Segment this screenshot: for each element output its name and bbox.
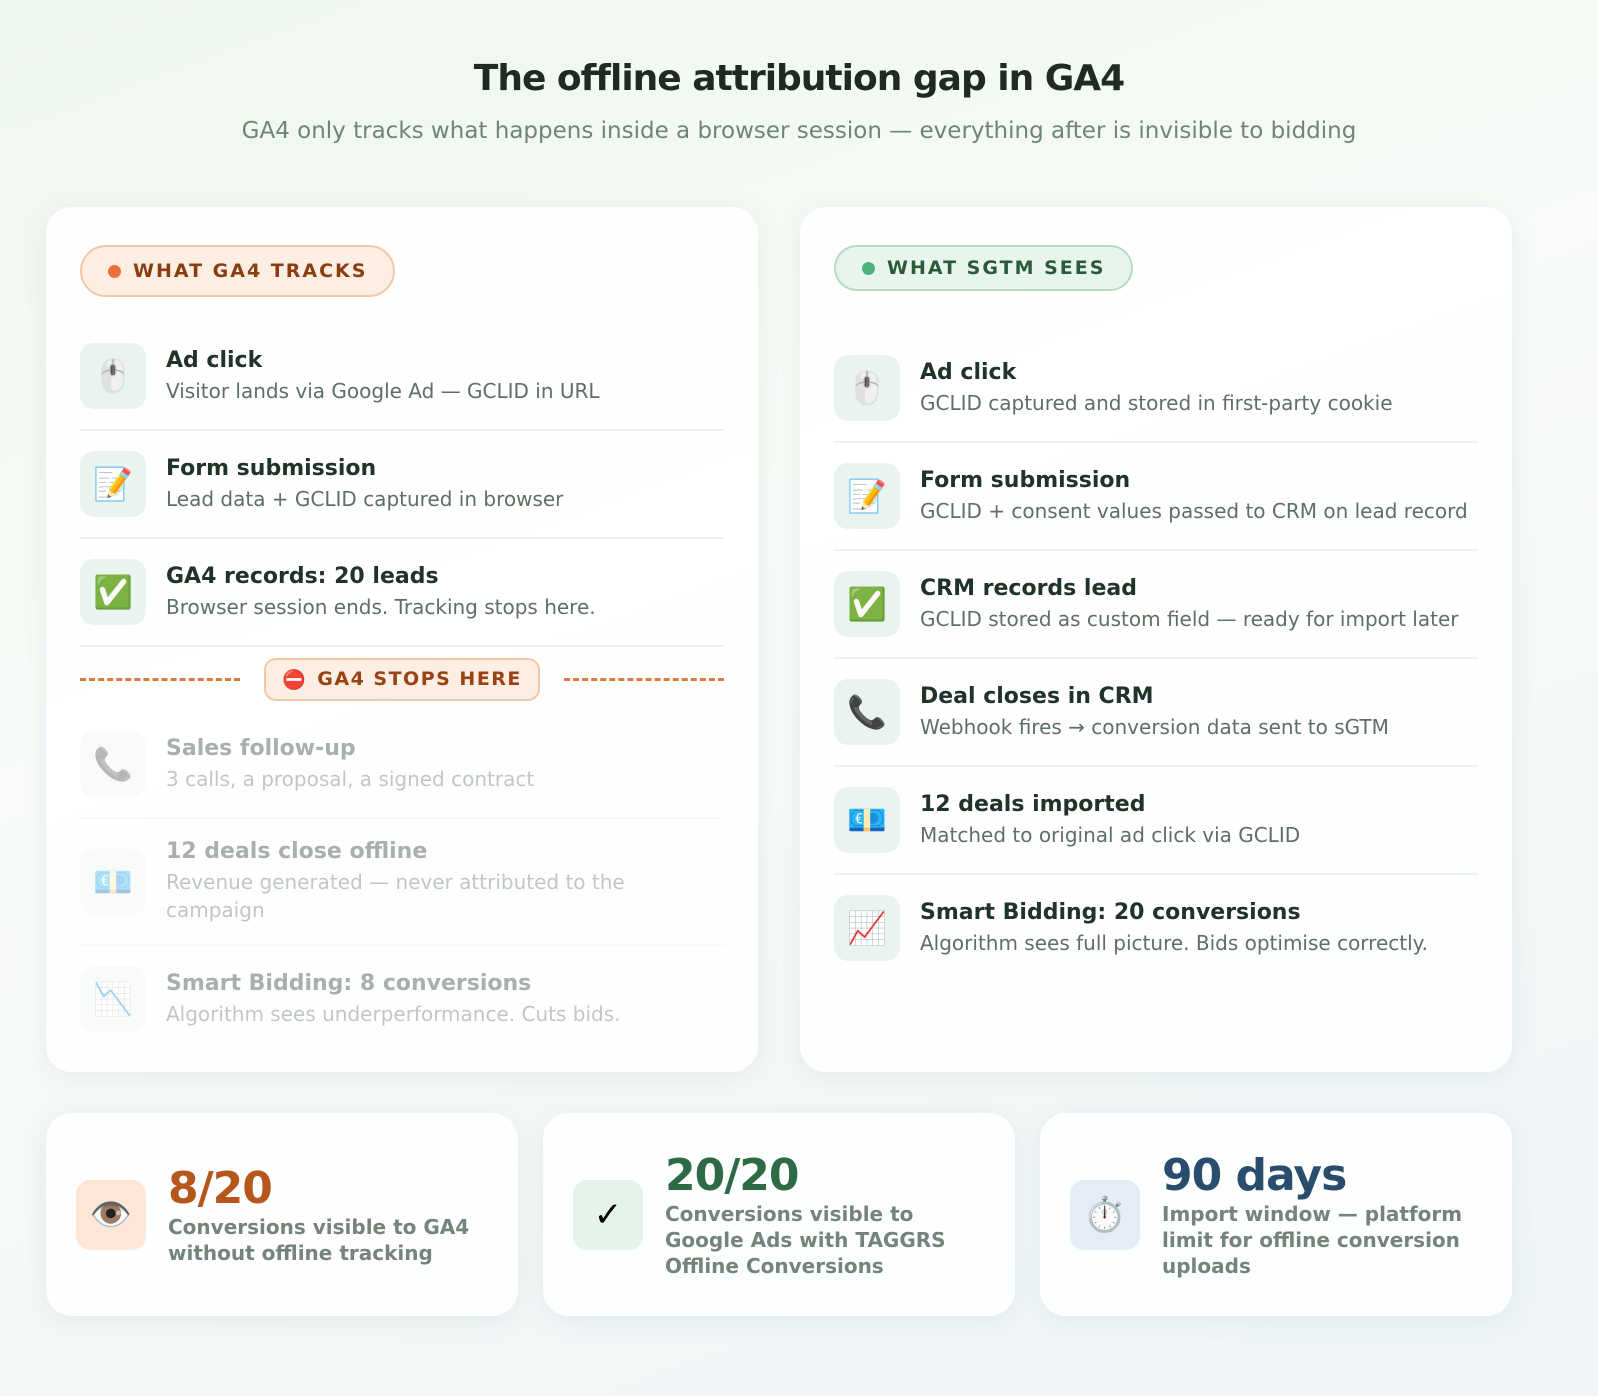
step-text: Form submission Lead data + GCLID capture… xyxy=(166,456,563,513)
step-desc: Visitor lands via Google Ad — GCLID in U… xyxy=(166,378,600,403)
step-desc: Algorithm sees full picture. Bids optimi… xyxy=(920,930,1428,955)
step-desc: GCLID + consent values passed to CRM on … xyxy=(920,498,1468,523)
step-title: Deal closes in CRM xyxy=(920,683,1154,709)
dash xyxy=(80,677,241,681)
step-row: 📞 Deal closes in CRM Webhook fires → conve… xyxy=(834,659,1478,767)
stat-desc: Import window — platform limit for offli… xyxy=(1162,1202,1463,1278)
step-title: Smart Bidding: 20 conversions xyxy=(920,899,1301,925)
stat-value: 90 days xyxy=(1162,1150,1347,1201)
step-title: Ad click xyxy=(920,359,1017,385)
step-row: 💶 12 deals imported Matched to original ad… xyxy=(834,767,1478,875)
step-icon: 📞 xyxy=(80,731,146,797)
step-icon: ✅ xyxy=(80,559,146,625)
step-icon: 📝 xyxy=(834,463,900,529)
step-desc: Revenue generated — never attributed to … xyxy=(166,870,625,922)
left-card: WHAT GA4 TRACKS 🖱️ Ad click Visitor lands … xyxy=(46,207,758,1072)
step-title: Smart Bidding: 8 conversions xyxy=(166,970,532,996)
title: The offline attribution gap in GA4 xyxy=(473,58,1125,99)
subtitle: GA4 only tracks what happens inside a br… xyxy=(241,118,1357,144)
step-icon: 🖱️ xyxy=(834,355,900,421)
step-text: 12 deals close offline Revenue generated … xyxy=(166,839,724,924)
badge-text: WHAT SGTM SEES xyxy=(887,257,1106,279)
step-row: ✅ GA4 records: 20 leads Browser session en… xyxy=(80,539,724,647)
step-row: 📞 Sales follow-up 3 calls, a proposal, a s… xyxy=(80,711,724,819)
step-icon: 🖱️ xyxy=(80,343,146,409)
stop-icon: ⛔ xyxy=(282,668,308,691)
step-desc: Matched to original ad click via GCLID xyxy=(920,822,1301,847)
stat-desc: Conversions visible to Google Ads with T… xyxy=(665,1202,946,1278)
step-row: 💶 12 deals close offline Revenue generated… xyxy=(80,819,724,946)
step-icon: 💶 xyxy=(834,787,900,853)
step-title: Sales follow-up xyxy=(166,735,356,761)
step-row: 🖱️ Ad click GCLID captured and stored in f… xyxy=(834,335,1478,443)
stat-text: 20/20 Conversions visible to Google Ads w… xyxy=(665,1150,965,1279)
step-text: Smart Bidding: 20 conversions Algorithm s… xyxy=(920,900,1428,957)
dot xyxy=(108,264,121,278)
step-icon: 📝 xyxy=(80,451,146,517)
step-title: CRM records lead xyxy=(920,575,1137,601)
step-desc: Webhook fires → conversion data sent to … xyxy=(920,714,1389,739)
stat-icon: ✓ xyxy=(573,1179,643,1250)
stat-value: 8/20 xyxy=(168,1163,273,1214)
stop-divider: ⛔ GA4 STOPS HERE xyxy=(80,647,725,711)
badge: WHAT SGTM SEES xyxy=(834,245,1134,291)
badge-text: WHAT GA4 TRACKS xyxy=(133,260,368,282)
step-text: Sales follow-up 3 calls, a proposal, a si… xyxy=(166,736,534,793)
step-text: Form submission GCLID + consent values pa… xyxy=(920,468,1468,525)
stat-card: 👁️ 8/20 Conversions visible to GA4 without… xyxy=(46,1113,518,1316)
right-card: WHAT SGTM SEES 🖱️ Ad click GCLID captured … xyxy=(800,207,1512,1072)
dot xyxy=(862,261,875,275)
step-text: Ad click Visitor lands via Google Ad — GC… xyxy=(166,348,600,405)
badge: WHAT GA4 TRACKS xyxy=(80,245,396,297)
step-icon: 💶 xyxy=(80,848,146,915)
stat-value: 20/20 xyxy=(665,1150,800,1201)
step-desc: 3 calls, a proposal, a signed contract xyxy=(166,766,535,791)
step-icon: 📉 xyxy=(80,966,146,1032)
step-title: Form submission xyxy=(920,467,1131,493)
stat-icon: ⏱️ xyxy=(1070,1179,1140,1250)
step-icon: 📈 xyxy=(834,895,900,961)
step-desc: Algorithm sees underperformance. Cuts bi… xyxy=(166,1001,621,1026)
stop-label: GA4 STOPS HERE xyxy=(317,668,522,690)
step-row: 📉 Smart Bidding: 8 conversions Algorithm s… xyxy=(80,946,724,1052)
step-desc: GCLID stored as custom field — ready for… xyxy=(920,606,1459,631)
step-desc: GCLID captured and stored in first-party… xyxy=(920,390,1393,415)
stat-card: ⏱️ 90 days Import window — platform limit … xyxy=(1040,1113,1512,1316)
step-title: GA4 records: 20 leads xyxy=(166,563,439,589)
step-text: Deal closes in CRM Webhook fires → conver… xyxy=(920,684,1389,741)
step-desc: Lead data + GCLID captured in browser xyxy=(166,486,564,511)
steps: 🖱️ Ad click Visitor lands via Google Ad — … xyxy=(80,323,725,1052)
step-text: CRM records lead GCLID stored as custom f… xyxy=(920,576,1458,633)
stat-desc: Conversions visible to GA4 without offli… xyxy=(168,1215,470,1265)
dash xyxy=(563,677,725,681)
stat-card: ✓ 20/20 Conversions visible to Google Ads … xyxy=(543,1113,1015,1316)
step-row: 📝 Form submission Lead data + GCLID captur… xyxy=(80,431,724,539)
step-text: GA4 records: 20 leads Browser session end… xyxy=(166,564,596,621)
stat-icon: 👁️ xyxy=(76,1179,146,1250)
stop-badge: ⛔ GA4 STOPS HERE xyxy=(264,657,540,701)
step-desc: Browser session ends. Tracking stops her… xyxy=(166,594,596,619)
stat-text: 90 days Import window — platform limit fo… xyxy=(1162,1150,1482,1279)
step-title: Ad click xyxy=(166,347,263,373)
step-row: 📈 Smart Bidding: 20 conversions Algorithm … xyxy=(834,875,1478,981)
step-title: 12 deals imported xyxy=(920,791,1146,817)
step-icon: 📞 xyxy=(834,679,900,745)
step-text: Smart Bidding: 8 conversions Algorithm se… xyxy=(166,971,620,1028)
step-title: 12 deals close offline xyxy=(166,839,428,864)
step-row: 🖱️ Ad click Visitor lands via Google Ad — … xyxy=(80,323,724,431)
step-title: Form submission xyxy=(166,455,377,481)
step-row: 📝 Form submission GCLID + consent values p… xyxy=(834,443,1478,551)
step-row: ✅ CRM records lead GCLID stored as custom … xyxy=(834,551,1478,659)
step-text: 12 deals imported Matched to original ad … xyxy=(920,792,1300,849)
step-icon: ✅ xyxy=(834,571,900,637)
steps: 🖱️ Ad click GCLID captured and stored in f… xyxy=(834,335,1478,981)
stat-text: 8/20 Conversions visible to GA4 without o… xyxy=(168,1163,488,1266)
step-text: Ad click GCLID captured and stored in fir… xyxy=(920,360,1393,417)
